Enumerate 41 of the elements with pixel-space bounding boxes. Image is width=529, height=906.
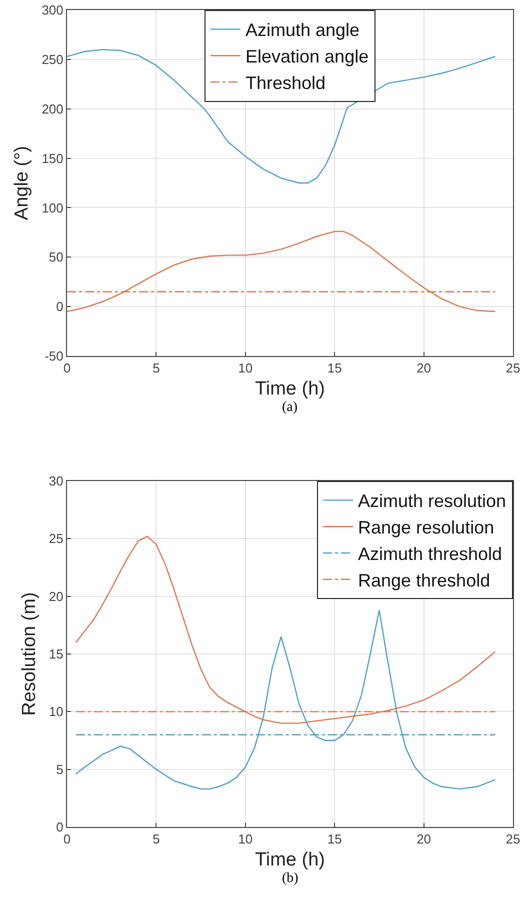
legend-label: Azimuth threshold	[358, 544, 502, 564]
text: (a)	[282, 400, 298, 415]
legend-label: Azimuth resolution	[358, 491, 506, 512]
x-tick-label: 10	[238, 832, 253, 847]
legend-label: Range resolution	[358, 518, 494, 538]
y-axis-title: Angle (°)	[12, 146, 33, 220]
line-series	[67, 230, 496, 312]
x-axis-title: Time (h)	[254, 849, 326, 870]
x-tick-label: 15	[327, 832, 342, 847]
x-axis-title: Time (h)	[254, 378, 326, 400]
y-tick-label: 150	[42, 150, 64, 166]
y-tick-label: 15	[48, 646, 64, 662]
x-tick-label: 10	[238, 360, 253, 376]
legend-label: Range threshold	[358, 570, 490, 590]
y-tick-label: 200	[42, 101, 64, 116]
y-tick-label: -50	[44, 348, 64, 364]
y-tick-label: 5	[56, 762, 64, 777]
line-series	[67, 48, 496, 184]
x-tick-label: 20	[416, 360, 432, 376]
y-tick-label: 20	[48, 588, 64, 604]
x-tick-label: 5	[152, 360, 160, 376]
y-tick-label: 100	[42, 200, 64, 216]
y-tick-label: 50	[48, 250, 64, 265]
y-tick-label: 0	[56, 820, 64, 835]
y-tick-label: 250	[42, 52, 64, 67]
y-axis-title: Resolution (m)	[18, 592, 40, 716]
x-tick-label: 15	[327, 360, 342, 376]
x-tick-label: 25	[506, 832, 520, 847]
legend-label: Threshold	[246, 73, 326, 94]
y-tick-label: 10	[48, 704, 64, 720]
x-tick-label: 5	[152, 832, 160, 847]
line-series	[75, 610, 496, 790]
x-tick-label: 25	[506, 360, 520, 376]
y-tick-label: 25	[48, 531, 64, 546]
text: (b)	[282, 871, 299, 886]
y-tick-label: 30	[48, 474, 64, 489]
y-tick-label: 0	[56, 299, 64, 314]
y-tick-label: 300	[42, 2, 64, 18]
legend-label: Azimuth angle	[246, 20, 360, 40]
legend-label: Elevation angle	[246, 46, 369, 67]
x-tick-label: 20	[416, 832, 432, 847]
